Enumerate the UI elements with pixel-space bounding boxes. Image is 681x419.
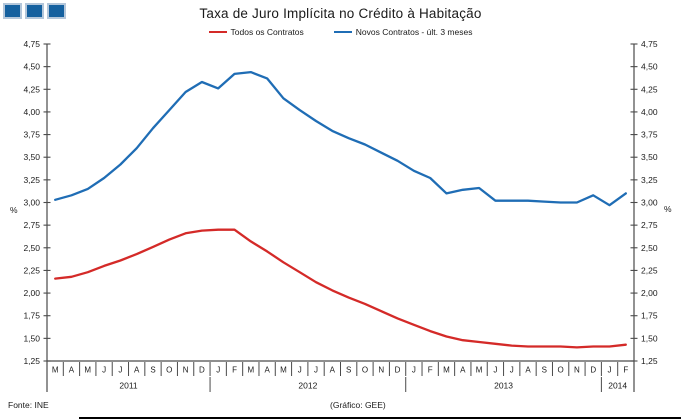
month-label: A: [134, 366, 140, 375]
y-tick-label-left: 2,25: [23, 265, 40, 275]
y-tick-label-left: 1,75: [23, 311, 40, 321]
month-label: A: [330, 366, 336, 375]
y-tick-label-right: 1,25: [641, 356, 658, 366]
logo-three-squares: [3, 3, 66, 19]
y-tick-label-left: 4,75: [23, 39, 40, 49]
month-label: M: [84, 366, 91, 375]
y-tick-label-right: 4,75: [641, 39, 658, 49]
month-label: N: [183, 366, 189, 375]
y-tick-label-right: 4,25: [641, 84, 658, 94]
month-label: O: [166, 366, 172, 375]
legend-item-todos-os-contratos: Todos os Contratos: [208, 27, 304, 37]
month-label: J: [493, 366, 497, 375]
month-label: M: [280, 366, 287, 375]
month-label: A: [264, 366, 270, 375]
month-label: D: [395, 366, 401, 375]
y-tick-label-right: 4,50: [641, 62, 658, 72]
month-label: D: [199, 366, 205, 375]
legend-line-swatch-blue: [333, 30, 352, 34]
y-tick-label-left: 2,50: [23, 243, 40, 253]
y-tick-label-right: 3,25: [641, 175, 658, 185]
bottom-rule: [79, 417, 681, 419]
month-label: J: [412, 366, 416, 375]
y-tick-label-left: 3,75: [23, 130, 40, 140]
year-label: 2011: [119, 381, 138, 391]
y-tick-label-right: 3,00: [641, 198, 658, 208]
month-label: N: [574, 366, 580, 375]
y-tick-label-left: 4,25: [23, 84, 40, 94]
month-label: N: [378, 366, 384, 375]
y-tick-label-left: 4,50: [23, 62, 40, 72]
y-axis-unit-left: %: [10, 205, 18, 215]
y-tick-label-left: 3,50: [23, 152, 40, 162]
month-label: S: [346, 366, 351, 375]
month-label: F: [428, 366, 433, 375]
month-label: M: [52, 366, 59, 375]
year-label: 2013: [494, 381, 513, 391]
y-axis-unit-right: %: [664, 204, 672, 214]
y-tick-label-left: 1,25: [23, 356, 40, 366]
legend-label: Todos os Contratos: [230, 27, 304, 37]
month-label: A: [69, 366, 75, 375]
month-label: J: [510, 366, 514, 375]
y-tick-label-left: 2,75: [23, 220, 40, 230]
series-line-todos-os-contratos: [54, 228, 627, 349]
legend-item-novos-contratos: Novos Contratos - últ. 3 meses: [333, 27, 473, 37]
y-tick-label-right: 4,00: [641, 107, 658, 117]
month-label: F: [232, 366, 237, 375]
month-label: M: [476, 366, 483, 375]
month-label: J: [216, 366, 220, 375]
month-label: M: [247, 366, 254, 375]
logo-square: [47, 3, 66, 19]
y-tick-label-right: 1,75: [641, 311, 658, 321]
chart-legend: Todos os Contratos Novos Contratos - últ…: [0, 27, 681, 37]
month-label: M: [443, 366, 450, 375]
page-title: Taxa de Juro Implícita no Crédito à Habi…: [199, 6, 482, 21]
y-tick-label-left: 3,25: [23, 175, 40, 185]
month-label: J: [608, 366, 612, 375]
footer-credit: (Gráfico: GEE): [330, 400, 386, 410]
month-label: F: [623, 366, 628, 375]
legend-label: Novos Contratos - últ. 3 meses: [355, 27, 473, 37]
month-label: A: [525, 366, 531, 375]
month-label: O: [362, 366, 368, 375]
month-label: S: [542, 366, 547, 375]
month-label: J: [118, 366, 122, 375]
month-label: O: [558, 366, 564, 375]
month-label: J: [314, 366, 318, 375]
month-label: J: [102, 366, 106, 375]
series-line-novos-contratos-lt-3-meses: [54, 70, 627, 207]
y-tick-label-left: 1,50: [23, 333, 40, 343]
month-label: A: [460, 366, 466, 375]
logo-square: [25, 3, 44, 19]
y-tick-label-left: 4,00: [23, 107, 40, 117]
y-tick-label-left: 3,00: [23, 198, 40, 208]
logo-square: [3, 3, 22, 19]
y-tick-label-right: 2,00: [641, 288, 658, 298]
y-tick-label-right: 1,50: [641, 333, 658, 343]
month-label: J: [298, 366, 302, 375]
y-tick-label-right: 2,75: [641, 220, 658, 230]
y-tick-label-right: 2,50: [641, 243, 658, 253]
y-tick-label-left: 2,00: [23, 288, 40, 298]
legend-line-swatch-red: [208, 30, 227, 34]
year-label: 2012: [298, 381, 317, 391]
month-label: S: [150, 366, 155, 375]
y-tick-label-right: 3,75: [641, 130, 658, 140]
y-tick-label-right: 2,25: [641, 265, 658, 275]
footer-source: Fonte: INE: [8, 400, 49, 410]
y-tick-label-right: 3,50: [641, 152, 658, 162]
year-label: 2014: [608, 381, 627, 391]
month-label: D: [590, 366, 596, 375]
